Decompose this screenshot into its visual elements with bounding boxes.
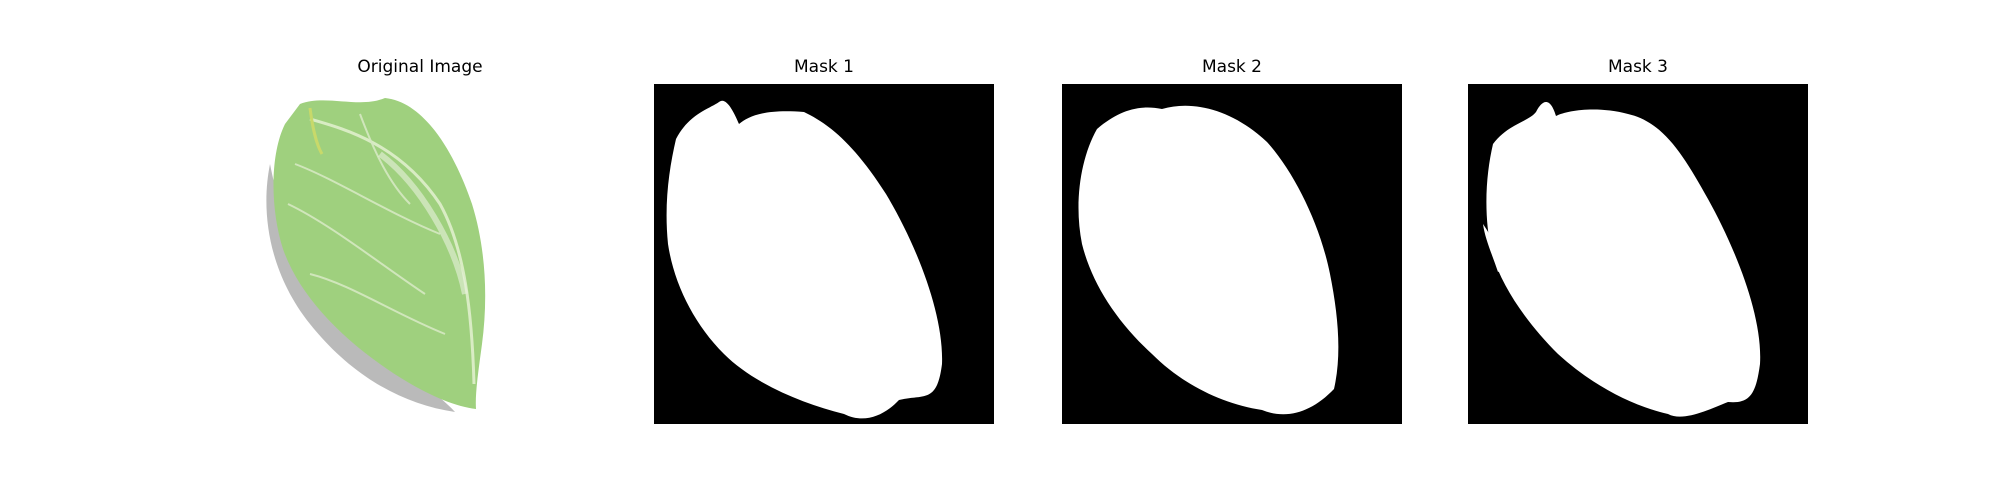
panel-title: Mask 2	[1201, 57, 1262, 77]
leaf-photo	[250, 84, 590, 424]
mask-region	[1486, 102, 1761, 417]
mask-1-image	[654, 84, 994, 424]
mask-region	[1078, 105, 1339, 415]
panel-title: Mask 3	[1607, 57, 1668, 77]
mask-3-image	[1468, 84, 1808, 424]
mask-2-image	[1062, 84, 1402, 424]
leaf-blade	[273, 98, 486, 409]
mask-region	[666, 100, 943, 419]
panel-title: Mask 1	[793, 57, 854, 77]
panel-title: Original Image	[357, 57, 483, 77]
